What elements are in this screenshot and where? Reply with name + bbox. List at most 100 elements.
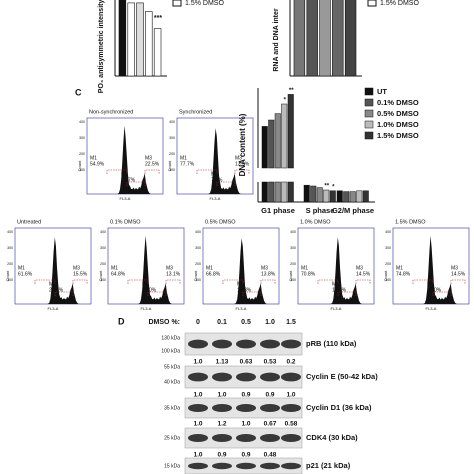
gate [260, 279, 276, 284]
legend-swatch [364, 109, 374, 118]
band [260, 434, 280, 442]
y-tick-label: 300 [169, 136, 175, 140]
band [260, 462, 280, 470]
axis-label: FL3-A [426, 306, 437, 311]
significance: *** [154, 15, 162, 22]
marker-label: M3 [73, 265, 80, 271]
bar [310, 185, 317, 203]
y-tick-label: 200 [290, 262, 296, 266]
legend-swatch [364, 98, 374, 107]
band [236, 404, 256, 412]
bar [274, 113, 281, 169]
histogram-title: 0.5% DMSO [205, 219, 236, 225]
marker-label: M1 [18, 265, 25, 271]
marker-label: M3 [356, 265, 363, 271]
y-tick-label: 300 [7, 246, 13, 250]
marker-pct: 14.0% [427, 287, 442, 293]
y-axis-label: DNA content (%) [238, 113, 247, 176]
blot-label: Cyclin D1 (36 kDa) [306, 403, 372, 412]
marker-pct: 66.8% [206, 271, 221, 277]
band [188, 339, 208, 349]
y-tick-label: 200 [79, 152, 85, 156]
band [212, 339, 232, 349]
axis-label: FL3-A [236, 306, 247, 311]
gate [34, 279, 56, 284]
gate [72, 279, 88, 284]
band [260, 339, 280, 349]
y-tick-label: 100 [79, 168, 85, 172]
marker-label: M2 [332, 281, 339, 287]
bar [306, 0, 318, 77]
legend-swatch [172, 0, 182, 7]
marker-label: M2 [237, 281, 244, 287]
marker-pct: 13.8% [261, 271, 276, 277]
gate [144, 169, 160, 174]
kda-marker: 15 kDa [164, 463, 180, 469]
marker-label: M2 [121, 171, 128, 177]
bar [281, 103, 288, 169]
lane-label: 0.1 [217, 319, 227, 326]
ratio: 1.0 [286, 392, 295, 399]
bar [293, 0, 306, 77]
axis-label: Count [288, 270, 293, 282]
kda-marker: 100 kDa [161, 348, 180, 354]
y-tick-label: 100 [385, 278, 391, 282]
gate [106, 169, 128, 174]
axis-label: Count [383, 270, 388, 282]
blot-label: CDK4 (30 kDa) [306, 433, 358, 442]
axis-label: FL3-A [331, 306, 342, 311]
bar [316, 187, 323, 203]
gate [355, 279, 371, 284]
y-tick-label: 200 [169, 152, 175, 156]
bar-lower [261, 181, 268, 203]
axis-label: Count [98, 270, 103, 282]
blot-label: Cyclin E (50-42 kDa) [306, 372, 378, 381]
y-tick-label: 200 [385, 262, 391, 266]
axis-label: FL3-A [210, 196, 221, 201]
y-tick-label: 300 [100, 246, 106, 250]
ratio: 1.0 [193, 452, 202, 459]
gate [54, 291, 74, 296]
ratio: 1.0 [193, 421, 202, 428]
bar-lower [268, 181, 275, 203]
band [236, 339, 256, 349]
gate [127, 279, 149, 284]
y-tick-label: 400 [290, 230, 296, 234]
legend-label: 1.0% DMSO [377, 120, 419, 129]
bar [287, 94, 294, 169]
y-tick-label: 100 [100, 278, 106, 282]
gate [242, 291, 262, 296]
gate [216, 181, 236, 186]
band [212, 462, 232, 470]
marker-pct: 77.7% [180, 161, 195, 167]
marker-pct: 64.8% [111, 271, 126, 277]
panel-label: D [118, 316, 125, 326]
y-tick-label: 100 [195, 278, 201, 282]
dmso-label: DMSO %: [149, 319, 181, 326]
y-tick-label: 400 [79, 120, 85, 124]
y-tick-label: 100 [169, 168, 175, 172]
ratio: 1.2 [217, 421, 226, 428]
y-tick-label: 300 [195, 246, 201, 250]
marker-label: M2 [211, 171, 218, 177]
gate [337, 291, 357, 296]
band [236, 462, 256, 470]
kda-marker: 25 kDa [164, 435, 180, 441]
marker-pct: 13.1% [166, 271, 181, 277]
gate [222, 279, 244, 284]
marker-label: M1 [301, 265, 308, 271]
bar-lower [281, 181, 288, 203]
band [188, 404, 208, 412]
y-axis-label: PO₄ antisymmetric intensity (%) [98, 0, 105, 93]
band [281, 372, 301, 382]
marker-label: M1 [180, 155, 187, 161]
marker-pct: 70.8% [301, 271, 316, 277]
gate [317, 279, 339, 284]
y-tick-label: 200 [195, 262, 201, 266]
axis-label: Count [5, 270, 10, 282]
y-tick-label: 300 [79, 136, 85, 140]
ratio: 1.13 [216, 359, 229, 366]
marker-label: M2 [49, 281, 56, 287]
band [281, 339, 301, 349]
axis-label: Count [167, 160, 172, 172]
